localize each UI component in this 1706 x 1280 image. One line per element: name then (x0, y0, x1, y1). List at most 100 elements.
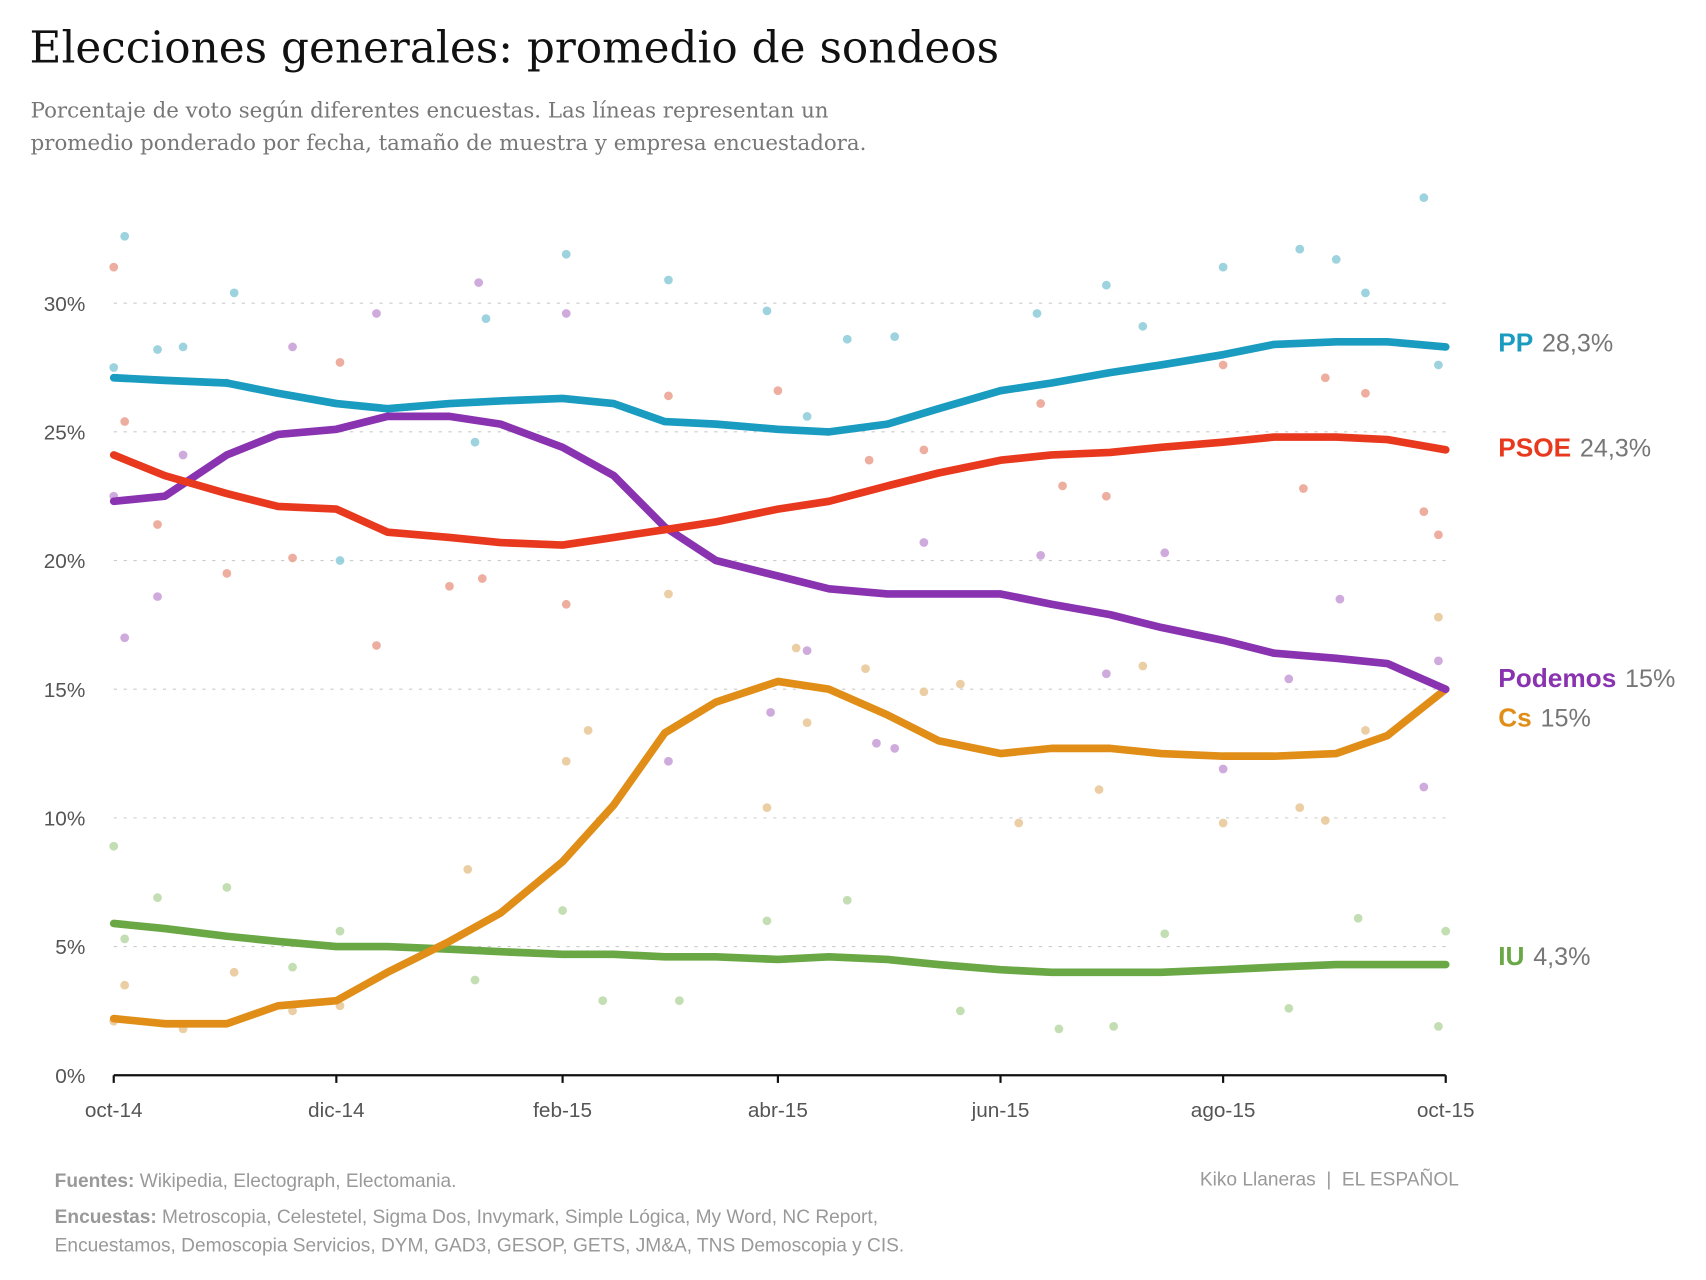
poll-dot-iu (1434, 1021, 1443, 1031)
poll-dot-iu (762, 916, 772, 926)
poll-dot-pp (229, 288, 239, 298)
poll-dot-cs (1014, 818, 1024, 828)
poll-dot-psoe (109, 262, 119, 272)
poll-dot-cs (1138, 661, 1148, 671)
series-name: PSOE (1498, 432, 1571, 462)
series-final-value: 15% (1625, 665, 1675, 693)
poll-dot-psoe (1361, 388, 1370, 398)
series-label-psoe: PSOE 24,3% (1498, 432, 1651, 462)
poll-dot-psoe (1058, 481, 1067, 491)
poll-dot-podemos (153, 592, 162, 601)
poll-dot-cs (791, 643, 801, 653)
poll-dot-pp (1138, 321, 1148, 331)
poll-dot-psoe (1036, 399, 1046, 408)
poll-dots (109, 193, 1451, 1034)
y-tick-label: 10% (44, 808, 86, 831)
poll-dot-cs (1361, 726, 1370, 735)
poll-dot-iu (1054, 1024, 1064, 1034)
poll-dot-psoe (1101, 491, 1111, 501)
poll-dot-iu (1441, 926, 1451, 936)
poll-dot-psoe (864, 455, 874, 465)
line-pp (109, 337, 1450, 436)
poll-dot-cs (955, 679, 965, 689)
poll-dot-cs (1295, 803, 1305, 812)
poll-dot-podemos (1218, 764, 1228, 774)
x-tick-label: dic-14 (308, 1099, 365, 1122)
series-labels: PP 28,3% PSOE 24,3% Podemos 15% Cs 15% IU 4,3% (1498, 327, 1675, 971)
polls-text-1: Metroscopia, Celestetel, Sigma Dos, Invy… (157, 1207, 878, 1228)
series-label-podemos: Podemos 15% (1498, 663, 1675, 693)
sources-note: Fuentes: Wikipedia, Electograph, Electom… (55, 1171, 457, 1192)
axes: 0% 5% 10% 15% 20% 25% 30% oct-14 dic-14 feb-15 abr… (44, 293, 1475, 1122)
polls-text-2: Encuestamos, Demoscopia Servicios, DYM, … (55, 1235, 905, 1256)
poll-dot-cs (1218, 818, 1228, 828)
poll-dot-pp (1331, 255, 1341, 264)
series-label-iu: IU 4,3% (1498, 941, 1590, 971)
poll-dot-podemos (664, 756, 673, 766)
poll-dot-cs (1094, 785, 1104, 794)
y-tick-label: 30% (44, 293, 86, 316)
poll-dot-cs (583, 726, 593, 735)
chart-subtitle-line-2: promedio ponderado por fecha, tamaño de … (31, 131, 867, 156)
poll-dot-iu (1109, 1021, 1119, 1031)
polls-label: Encuestas: (55, 1207, 157, 1228)
poll-dot-iu (842, 895, 852, 905)
line-cs (109, 677, 1450, 1028)
poll-dot-podemos (1419, 782, 1429, 792)
poll-dot-pp (664, 275, 673, 285)
poll-dot-iu (109, 841, 119, 851)
poll-dot-psoe (288, 553, 297, 563)
poll-dot-pp (1218, 262, 1228, 272)
poll-dot-pp (762, 306, 772, 316)
poll-dot-cs (561, 756, 571, 766)
poll-dot-pp (1101, 280, 1111, 290)
poll-dot-psoe (477, 574, 487, 583)
x-tick-label: jun-15 (971, 1099, 1030, 1122)
poll-dot-cs (229, 967, 239, 977)
poll-dot-pp (481, 314, 491, 323)
poll-dot-pp (842, 334, 852, 344)
poll-dot-cs (120, 980, 130, 990)
poll-dot-podemos (919, 538, 929, 547)
line-podemos (109, 412, 1450, 694)
poll-dot-pp (561, 249, 571, 259)
poll-dot-cs (1320, 816, 1330, 825)
y-tick-label: 15% (44, 679, 86, 702)
series-name: PP (1498, 327, 1533, 357)
poll-dot-podemos (802, 646, 812, 655)
poll-dot-pp (1295, 244, 1305, 254)
poll-dot-psoe (372, 641, 381, 650)
poll-dot-cs (1434, 612, 1443, 622)
series-name: IU (1498, 941, 1524, 971)
poll-dot-podemos (1036, 551, 1046, 560)
poll-dot-iu (288, 962, 297, 972)
y-tick-label: 20% (44, 550, 86, 573)
poll-dot-pp (1434, 360, 1443, 370)
poll-dot-iu (674, 996, 684, 1005)
poll-dot-psoe (664, 391, 673, 401)
poll-dot-podemos (474, 278, 484, 287)
poll-dot-iu (598, 996, 608, 1005)
line-psoe (109, 433, 1450, 549)
poll-dot-psoe (1218, 360, 1228, 370)
poll-dot-pp (109, 363, 119, 372)
poll-dot-pp (1419, 193, 1429, 203)
poll-dot-cs (802, 718, 812, 728)
poll-dot-iu (470, 975, 480, 985)
credit: Kiko Llaneras | EL ESPAÑOL (1200, 1169, 1459, 1191)
poll-dot-podemos (1335, 594, 1345, 604)
poll-dot-psoe (222, 569, 232, 578)
x-tick-label: feb-15 (533, 1099, 592, 1122)
poll-dot-pp (335, 556, 345, 565)
y-tick-label: 0% (55, 1065, 85, 1088)
poll-dot-podemos (1101, 669, 1111, 679)
series-final-value: 15% (1541, 704, 1591, 732)
poll-dot-psoe (445, 581, 454, 591)
poll-dot-podemos (1284, 674, 1294, 684)
poll-dot-cs (919, 687, 929, 697)
poll-dot-psoe (919, 445, 929, 455)
series-final-value: 4,3% (1533, 943, 1590, 971)
x-tick-label: oct-15 (1417, 1099, 1475, 1122)
poll-dot-cs (288, 1006, 297, 1016)
